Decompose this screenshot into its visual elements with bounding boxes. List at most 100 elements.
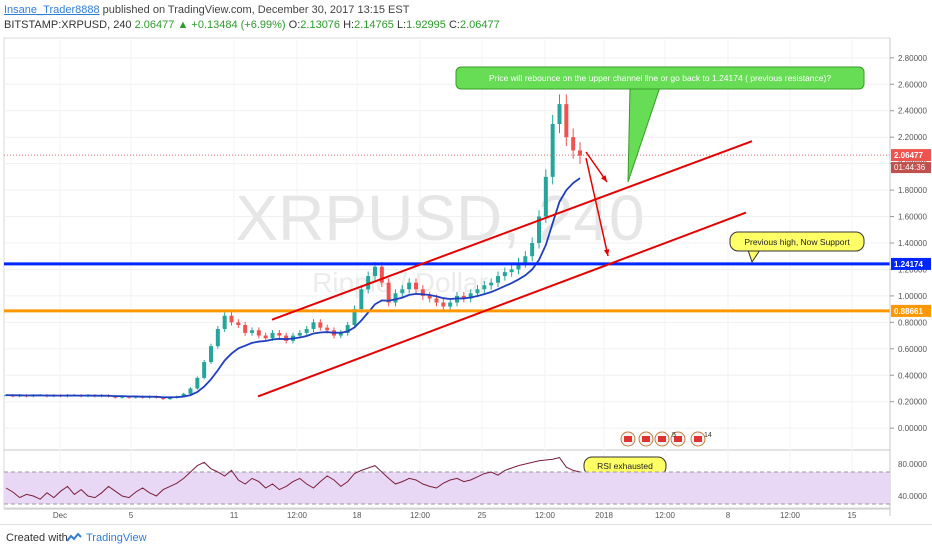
callout-yellow-text: Previous high, Now Support	[744, 237, 850, 247]
y-tick-label: 1.60000	[898, 213, 927, 222]
moving-average-line	[5, 177, 581, 399]
arrow-to-upper-channel-head	[601, 175, 607, 182]
y-tick-label: 2.60000	[898, 80, 927, 89]
close-value: 2.06477	[459, 19, 500, 31]
candle-body	[427, 295, 432, 299]
x-tick-label: 12:00	[535, 511, 556, 520]
event-count-label: 5	[672, 432, 676, 439]
event-flag-stripe	[642, 436, 650, 442]
open-value: 2.13076	[300, 19, 341, 31]
y-tick-label: 2.80000	[898, 54, 927, 63]
candle-body	[496, 276, 500, 283]
price-label-box	[891, 257, 931, 270]
callout-yellow: Previous high, Now Support	[729, 231, 865, 264]
last-price: 2.06477	[134, 19, 175, 31]
tradingview-brand: TradingView	[86, 532, 147, 544]
price-label-box	[891, 304, 931, 317]
candle-body	[448, 302, 453, 307]
x-tick-label: 25	[478, 511, 487, 520]
countdown-box	[891, 162, 931, 174]
x-tick-label: 12:00	[410, 511, 431, 520]
candle-body	[243, 325, 248, 333]
candle-body	[209, 346, 213, 363]
y-tick-label: 1.80000	[898, 186, 927, 195]
close-label: C:	[448, 19, 460, 31]
y-tick-label: 0.40000	[898, 371, 927, 380]
candle-body	[516, 262, 521, 270]
candle-body	[379, 266, 384, 283]
event-flag-stripe	[694, 436, 702, 442]
y-tick-label: 1.20000	[898, 265, 927, 274]
candle-body	[168, 397, 172, 400]
candle-body	[482, 285, 487, 290]
callout-yellow-box	[729, 231, 865, 252]
candle-body	[277, 332, 282, 336]
rsi-line	[5, 457, 581, 500]
candle-body	[468, 293, 473, 299]
candle-body	[304, 328, 309, 333]
x-tick-label: 12:00	[655, 511, 676, 520]
callout-green-pointer	[627, 86, 661, 183]
candle-body	[502, 272, 507, 277]
created-with-label: Created with	[6, 532, 68, 544]
candle-body	[407, 282, 412, 290]
candle-body	[263, 335, 268, 339]
event-flag-stripe	[658, 436, 666, 442]
time-axis[interactable]: Dec 5 11 12:00 18 12:00 25 12:00 2018 12:00 8 12:00…	[4, 508, 890, 520]
callout-yellow-pointer	[747, 249, 761, 264]
y-tick-label: 0.80000	[898, 318, 927, 327]
candle-body	[338, 332, 343, 336]
y-tick-label: 0.60000	[898, 345, 927, 354]
y-tick-label: 1.40000	[898, 239, 927, 248]
price-label: 2.06477	[894, 151, 923, 160]
rsi-tick-label: 40.0000	[898, 492, 927, 501]
candle-body	[475, 289, 480, 294]
candle-body	[571, 137, 576, 151]
y-tick-label: 1.00000	[898, 292, 927, 301]
candle-body	[523, 256, 528, 263]
x-tick-label: 5	[129, 511, 134, 520]
candle-body	[256, 330, 261, 336]
price-label: 1.24174	[894, 260, 923, 269]
y-tick-label: 2.20000	[898, 133, 927, 142]
candle-body	[195, 377, 200, 389]
candle-body	[352, 309, 357, 325]
candle-body	[345, 325, 350, 333]
candle-body	[441, 302, 446, 307]
candle-body	[386, 282, 391, 303]
candle-body	[543, 176, 548, 217]
event-flag-stripe	[674, 436, 682, 442]
candle-body	[236, 322, 241, 325]
x-tick-label: 15	[848, 511, 857, 520]
high-value: 2.14765	[354, 19, 394, 31]
candle-body	[318, 322, 323, 328]
x-tick-label: 12:00	[287, 511, 308, 520]
event-count-label: 14	[704, 432, 712, 439]
candle-body	[181, 393, 186, 397]
candle-body	[434, 298, 439, 303]
author-link[interactable]: Insane_Trader8888	[4, 4, 100, 16]
price-label-box	[891, 149, 931, 162]
callout-green-text: Price will rebounce on the upper channel…	[489, 73, 831, 83]
drawings[interactable]: Price will rebounce on the upper channel…	[4, 66, 890, 484]
candle-body	[270, 332, 275, 339]
candle-body	[311, 322, 316, 329]
price-axis[interactable]: 2.800002.600002.400002.200002.000001.800…	[889, 38, 931, 516]
rsi-pane: 80.0000 40.0000	[4, 457, 927, 505]
arrow-to-support	[585, 157, 609, 257]
tradingview-link[interactable]: TradingView	[66, 525, 147, 551]
candle-body	[557, 104, 562, 124]
candle-body	[564, 104, 569, 138]
chart-header: Insane_Trader8888 published on TradingVi…	[4, 0, 924, 36]
footer-bar: Created with TradingView	[0, 524, 932, 551]
candle-body	[161, 397, 166, 400]
candle-body	[202, 362, 207, 378]
symbol-label: BITSTAMP:XRPUSD, 240	[4, 19, 132, 31]
countdown-label: 01:44:36	[894, 163, 926, 172]
ohlc-line: BITSTAMP:XRPUSD, 240 2.06477 ▲ +0.13484 …	[4, 18, 500, 32]
channel-lower-line	[257, 211, 747, 398]
candle-body	[509, 269, 514, 273]
candle-body	[393, 293, 398, 303]
price-series	[4, 94, 582, 400]
